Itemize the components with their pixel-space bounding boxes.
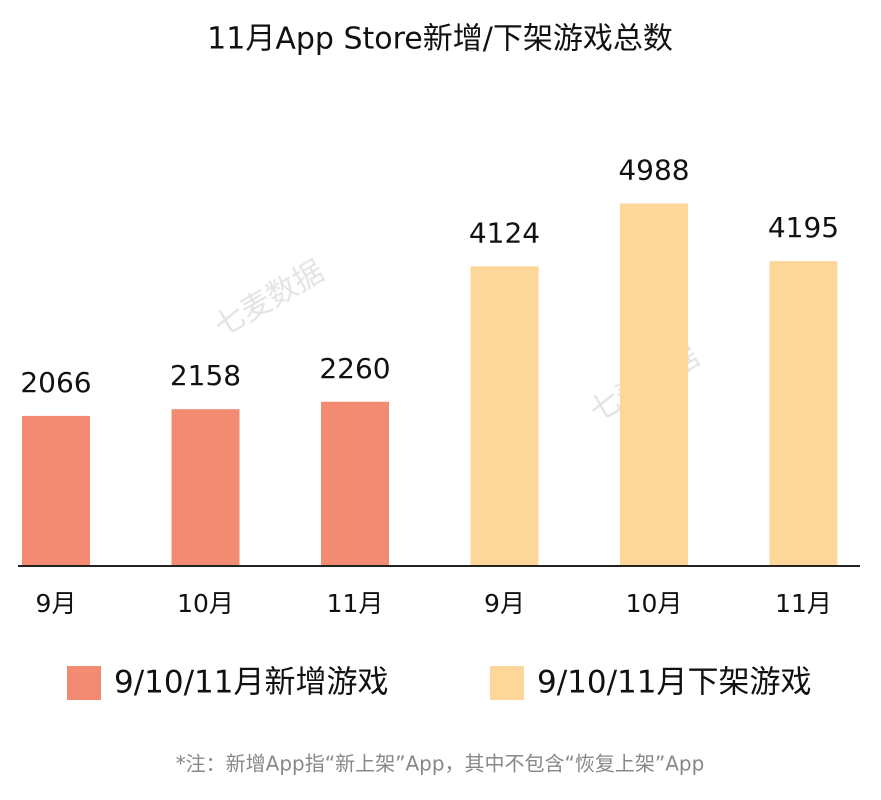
value-label: 4988 [618, 154, 689, 187]
legend-swatch [67, 666, 101, 700]
x-tick-label: 10月 [177, 589, 234, 618]
bar [171, 409, 240, 566]
x-tick-label: 11月 [327, 589, 384, 618]
value-label: 4195 [768, 211, 839, 244]
x-tick-label: 10月 [626, 589, 683, 618]
x-tick-label: 9月 [36, 589, 77, 618]
legend-swatch [490, 666, 524, 700]
chart-title: 11月App Store新增/下架游戏总数 [207, 22, 673, 57]
bar [22, 415, 90, 566]
value-label: 2158 [170, 359, 241, 392]
bar [321, 401, 389, 566]
legend-label: 9/10/11月下架游戏 [537, 665, 812, 701]
value-label: 4124 [469, 216, 540, 249]
x-tick-label: 11月 [775, 589, 832, 618]
bar [470, 266, 539, 566]
x-tick-label: 9月 [484, 589, 525, 618]
value-label: 2066 [20, 366, 91, 399]
bar [769, 261, 838, 566]
footnote: *注：新增App指“新上架”App，其中不包含“恢复上架”App [176, 752, 705, 776]
value-label: 2260 [319, 352, 390, 385]
bar [620, 203, 688, 566]
watermark: 七麦数据 [209, 254, 330, 344]
legend-label: 9/10/11月新增游戏 [114, 665, 389, 701]
